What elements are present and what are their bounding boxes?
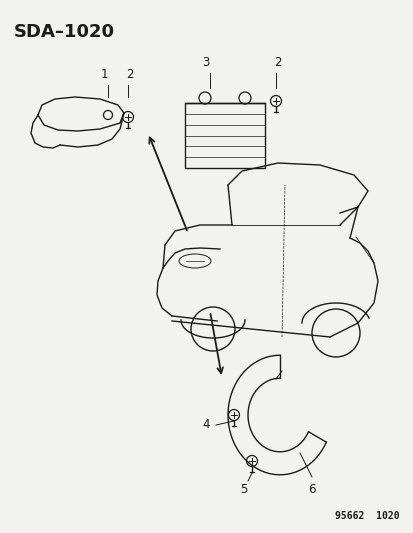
- Text: 1: 1: [100, 68, 107, 81]
- Text: 6: 6: [308, 483, 315, 496]
- Text: 95662  1020: 95662 1020: [335, 511, 399, 521]
- Bar: [185, 103, 264, 168]
- Text: 4: 4: [202, 418, 209, 432]
- Text: 2: 2: [126, 68, 133, 81]
- Text: 3: 3: [202, 56, 209, 69]
- Text: 2: 2: [273, 56, 281, 69]
- Text: SDA–1020: SDA–1020: [14, 23, 115, 41]
- Text: 5: 5: [240, 483, 247, 496]
